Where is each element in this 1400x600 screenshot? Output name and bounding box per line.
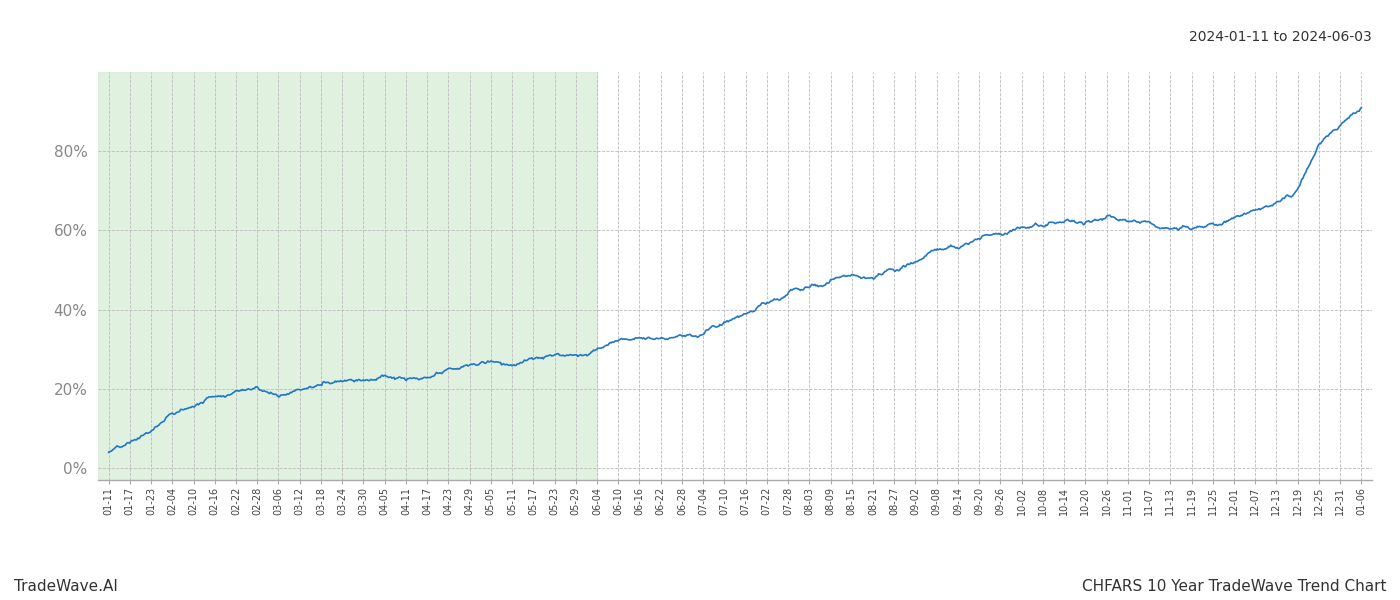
Text: TradeWave.AI: TradeWave.AI	[14, 579, 118, 594]
Text: CHFARS 10 Year TradeWave Trend Chart: CHFARS 10 Year TradeWave Trend Chart	[1081, 579, 1386, 594]
Text: 2024-01-11 to 2024-06-03: 2024-01-11 to 2024-06-03	[1189, 30, 1372, 44]
Bar	[98, 72, 596, 480]
